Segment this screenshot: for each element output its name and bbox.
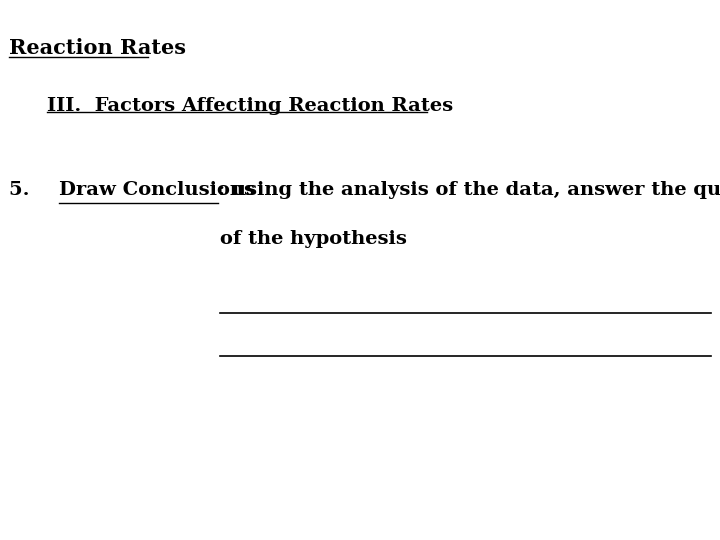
Text: of the hypothesis: of the hypothesis (220, 230, 407, 247)
Text: Reaction Rates: Reaction Rates (9, 38, 186, 58)
Text: : using the analysis of the data, answer the question: : using the analysis of the data, answer… (218, 181, 720, 199)
Text: Draw Conclusions: Draw Conclusions (59, 181, 255, 199)
Text: III.  Factors Affecting Reaction Rates: III. Factors Affecting Reaction Rates (47, 97, 453, 115)
Text: 5.: 5. (9, 181, 43, 199)
